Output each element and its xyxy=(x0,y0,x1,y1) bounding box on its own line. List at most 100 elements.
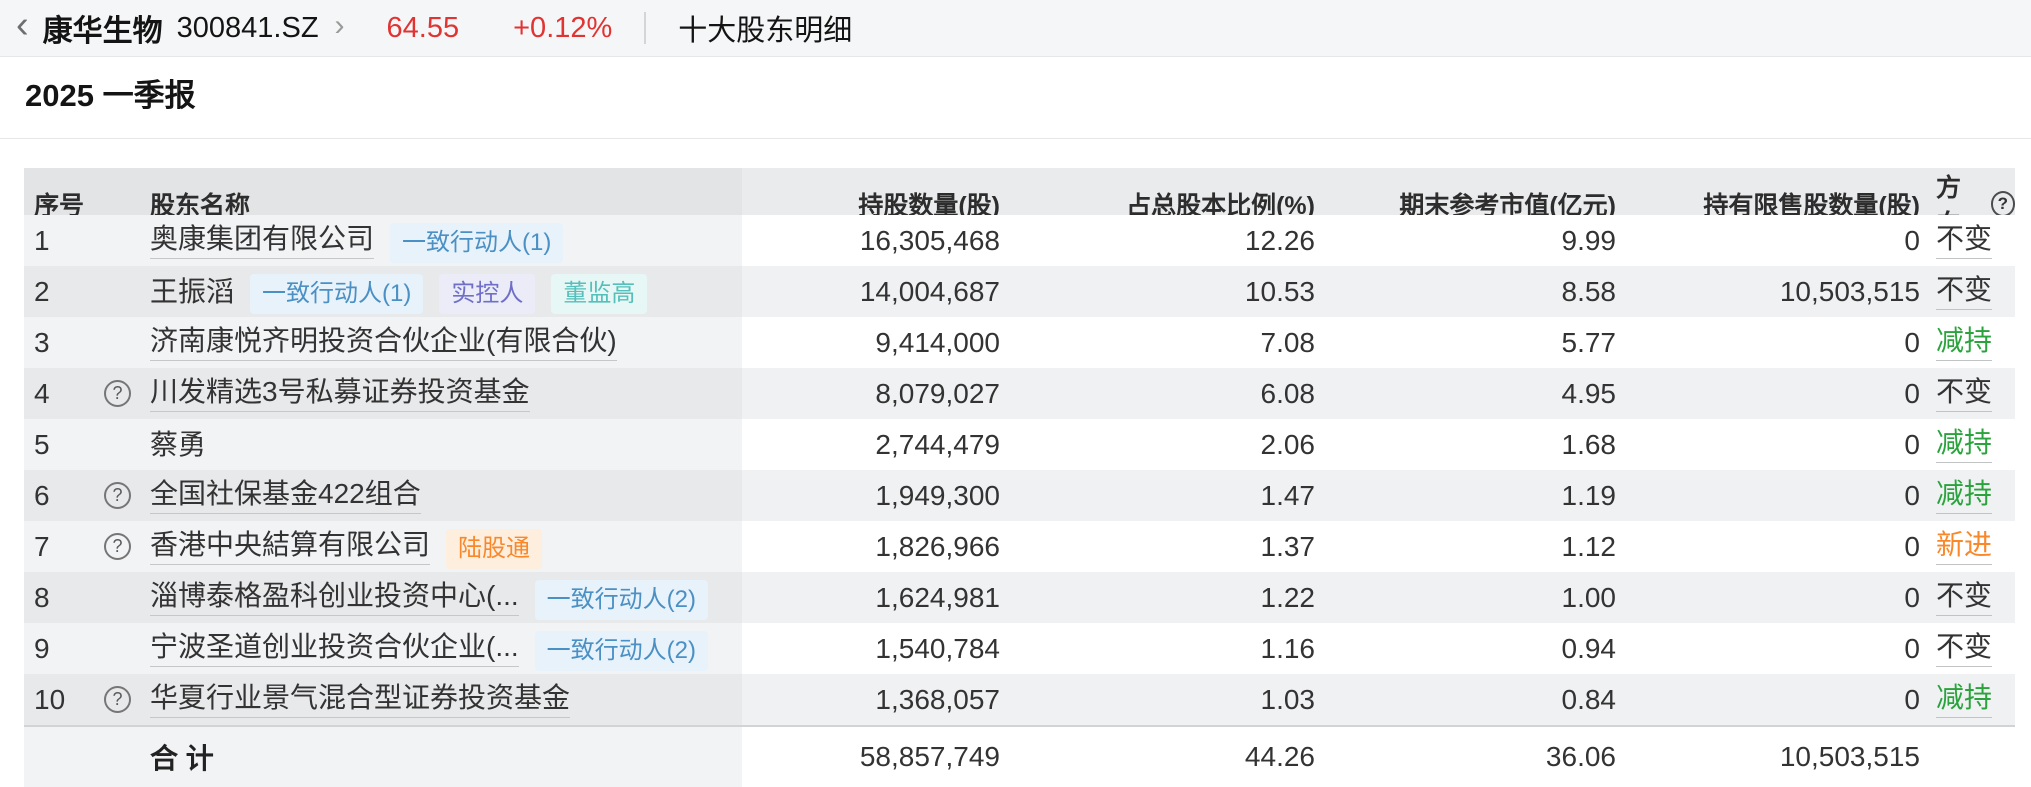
direction-value[interactable]: 不变 xyxy=(1936,579,1993,616)
shareholder-help-icon[interactable]: ? xyxy=(104,380,131,407)
shareholder-tags: 一致行动人(2) xyxy=(519,630,709,671)
shareholder-tags: 陆股通 xyxy=(430,528,543,569)
shareholder-tag-hk[interactable]: 陆股通 xyxy=(446,528,543,569)
row-index: 8 xyxy=(24,572,104,623)
shareholder-name[interactable]: 川发精选3号私募证券投资基金 xyxy=(150,375,530,413)
row-help-cell: ? xyxy=(104,317,146,368)
direction-help-icon[interactable]: ? xyxy=(1990,191,2015,217)
row-index: 10 xyxy=(24,674,104,725)
shareholder-name[interactable]: 香港中央結算有限公司 xyxy=(150,528,431,566)
restricted-shares: 0 xyxy=(1616,317,1920,368)
forward-chevron-icon[interactable]: › xyxy=(334,9,345,42)
shareholder-name[interactable]: 奥康集团有限公司 xyxy=(150,222,375,260)
direction-value[interactable]: 不变 xyxy=(1936,375,1993,412)
total-market-value: 36.06 xyxy=(1315,727,1616,787)
shareholder-help-icon[interactable]: ? xyxy=(104,482,131,509)
direction-value[interactable]: 减持 xyxy=(1936,426,1993,463)
back-chevron-icon[interactable]: ‹ xyxy=(16,4,29,46)
shareholder-help-icon[interactable]: ? xyxy=(104,686,131,713)
shareholder-name-cell: 淄博泰格盈科创业投资中心(... 一致行动人(2) xyxy=(146,572,742,623)
direction-cell: 不变 xyxy=(1920,623,2015,674)
shareholder-name-cell: 济南康悦齐明投资合伙企业(有限合伙) xyxy=(146,317,742,368)
market-value: 9.99 xyxy=(1315,215,1616,266)
row-index: 7 xyxy=(24,521,104,572)
pct-of-total: 1.03 xyxy=(1000,674,1315,725)
restricted-shares: 0 xyxy=(1616,368,1920,419)
shareholders-table: 序号 股东名称 持股数量(股) 占总股本比例(%) 期末参考市值(亿元) 持有限… xyxy=(24,168,2015,787)
direction-cell: 新进 xyxy=(1920,521,2015,572)
shareholder-name[interactable]: 全国社保基金422组合 xyxy=(150,477,421,515)
table-row: 6 ? 全国社保基金422组合 1,949,300 1.47 1.19 0 减持 xyxy=(24,470,2015,521)
direction-cell: 不变 xyxy=(1920,572,2015,623)
shareholder-name: 蔡勇 xyxy=(150,428,207,460)
shareholder-tag-acting[interactable]: 一致行动人(2) xyxy=(534,579,709,620)
row-index: 2 xyxy=(24,266,104,317)
shareholder-tag-acting[interactable]: 一致行动人(1) xyxy=(390,222,564,263)
market-value: 0.84 xyxy=(1315,674,1616,725)
total-help-cell xyxy=(104,727,146,787)
direction-value[interactable]: 新进 xyxy=(1936,528,1993,565)
shareholder-name[interactable]: 济南康悦齐明投资合伙企业(有限合伙) xyxy=(150,324,617,362)
pct-of-total: 6.08 xyxy=(1000,368,1315,419)
market-value: 1.00 xyxy=(1315,572,1616,623)
pct-of-total: 1.22 xyxy=(1000,572,1315,623)
shares-held: 1,949,300 xyxy=(742,470,1000,521)
direction-cell: 减持 xyxy=(1920,674,2015,725)
restricted-shares: 0 xyxy=(1616,215,1920,266)
direction-value[interactable]: 减持 xyxy=(1936,681,1993,718)
row-help-cell: ? xyxy=(104,521,146,572)
stock-name[interactable]: 康华生物 xyxy=(42,15,163,48)
table-row: 4 ? 川发精选3号私募证券投资基金 8,079,027 6.08 4.95 0… xyxy=(24,368,2015,419)
shareholder-name[interactable]: 华夏行业景气混合型证券投资基金 xyxy=(150,681,571,719)
table-body: 1 ? 奥康集团有限公司 一致行动人(1) 16,305,468 12.26 9… xyxy=(24,215,2015,725)
row-help-cell: ? xyxy=(104,470,146,521)
market-value: 0.94 xyxy=(1315,623,1616,674)
direction-value[interactable]: 不变 xyxy=(1936,273,1993,310)
shareholder-name: 王振滔 xyxy=(150,275,235,307)
shareholder-help-icon[interactable]: ? xyxy=(104,533,131,560)
top-bar: ‹ 康华生物 300841.SZ › 64.55 +0.12% 十大股东明细 xyxy=(0,0,2031,57)
shareholder-name-cell: 宁波圣道创业投资合伙企业(... 一致行动人(2) xyxy=(146,623,742,674)
market-value: 1.19 xyxy=(1315,470,1616,521)
page-title: 十大股东明细 xyxy=(678,15,853,47)
total-label: 合 计 xyxy=(146,727,742,787)
shareholder-name[interactable]: 宁波圣道创业投资合伙企业(... xyxy=(150,630,519,668)
shareholder-tag-acting[interactable]: 一致行动人(1) xyxy=(250,273,424,314)
row-help-cell: ? xyxy=(104,419,146,470)
report-period-title: 2025 一季报 xyxy=(25,78,196,113)
market-value: 5.77 xyxy=(1315,317,1616,368)
market-value: 1.12 xyxy=(1315,521,1616,572)
stock-code[interactable]: 300841.SZ xyxy=(176,11,319,44)
shareholder-tag-executive[interactable]: 董监高 xyxy=(551,273,648,314)
shares-held: 1,624,981 xyxy=(742,572,1000,623)
table-row: 8 ? 淄博泰格盈科创业投资中心(... 一致行动人(2) 1,624,981 … xyxy=(24,572,2015,623)
pct-of-total: 12.26 xyxy=(1000,215,1315,266)
shares-held: 1,368,057 xyxy=(742,674,1000,725)
table-header-row: 序号 股东名称 持股数量(股) 占总股本比例(%) 期末参考市值(亿元) 持有限… xyxy=(24,168,2015,240)
shareholder-tag-acting[interactable]: 一致行动人(2) xyxy=(534,630,709,671)
table-row: 9 ? 宁波圣道创业投资合伙企业(... 一致行动人(2) 1,540,784 … xyxy=(24,623,2015,674)
pct-of-total: 10.53 xyxy=(1000,266,1315,317)
direction-cell: 减持 xyxy=(1920,470,2015,521)
direction-cell: 不变 xyxy=(1920,266,2015,317)
table-row: 7 ? 香港中央結算有限公司 陆股通 1,826,966 1.37 1.12 0… xyxy=(24,521,2015,572)
pct-of-total: 2.06 xyxy=(1000,419,1315,470)
pct-of-total: 1.16 xyxy=(1000,623,1315,674)
direction-value[interactable]: 减持 xyxy=(1936,477,1993,514)
shareholder-name-cell: 奥康集团有限公司 一致行动人(1) xyxy=(146,215,742,266)
direction-value[interactable]: 不变 xyxy=(1936,222,1993,259)
shareholder-tags: 一致行动人(2) xyxy=(519,579,709,620)
report-period-section: 2025 一季报 xyxy=(0,57,2031,139)
direction-value[interactable]: 减持 xyxy=(1936,324,1993,361)
row-index: 6 xyxy=(24,470,104,521)
row-help-cell: ? xyxy=(104,572,146,623)
restricted-shares: 0 xyxy=(1616,521,1920,572)
row-index: 4 xyxy=(24,368,104,419)
shareholder-name[interactable]: 淄博泰格盈科创业投资中心(... xyxy=(150,579,519,617)
shares-held: 1,826,966 xyxy=(742,521,1000,572)
shareholder-tag-controller[interactable]: 实控人 xyxy=(439,273,536,314)
direction-value[interactable]: 不变 xyxy=(1936,630,1993,667)
shares-held: 16,305,468 xyxy=(742,215,1000,266)
direction-cell: 不变 xyxy=(1920,215,2015,266)
